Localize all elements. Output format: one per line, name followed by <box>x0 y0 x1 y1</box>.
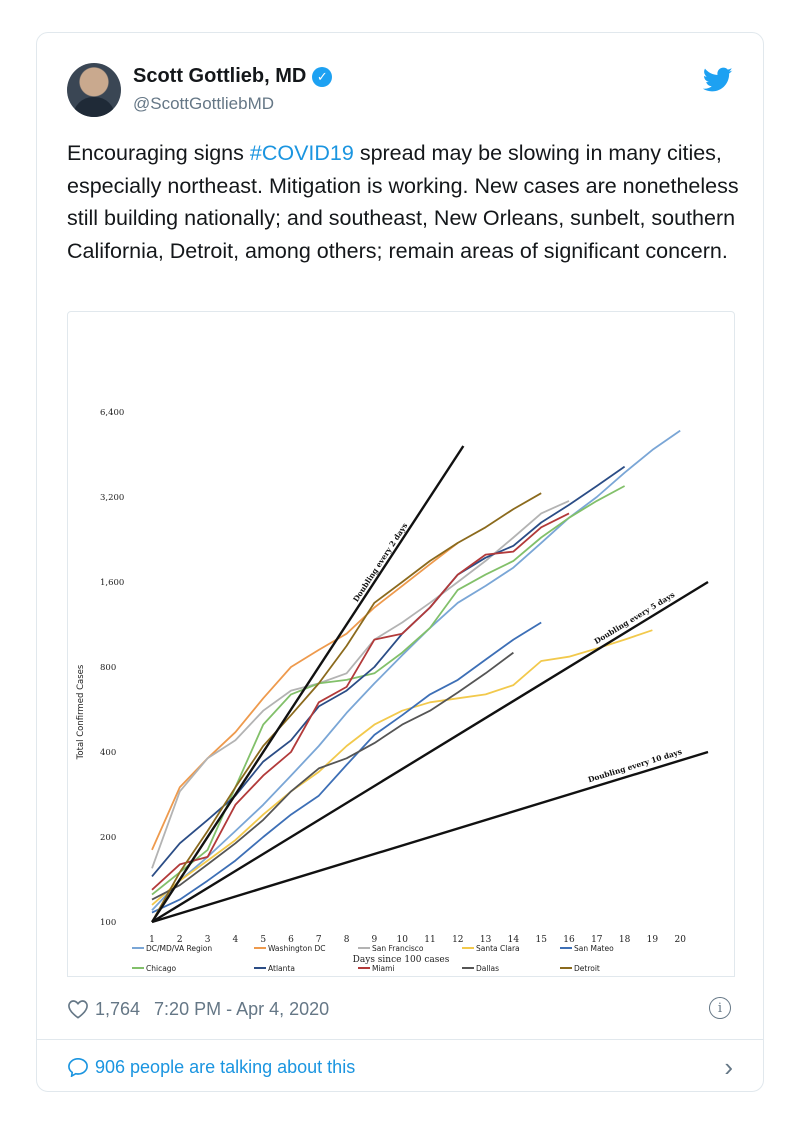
twitter-bird-icon[interactable] <box>703 67 733 93</box>
author-avatar[interactable] <box>67 63 121 117</box>
x-tick-label: 14 <box>508 935 520 945</box>
x-tick-label: 16 <box>563 935 575 945</box>
reference-line <box>151 580 709 924</box>
legend-label: San Mateo <box>574 944 614 953</box>
divider <box>37 1039 763 1040</box>
legend-label: Chicago <box>146 964 177 973</box>
verified-badge-icon: ✓ <box>312 66 333 87</box>
y-tick-label: 3,200 <box>100 493 124 503</box>
series-line <box>151 542 459 851</box>
reference-line-label: Doubling every 10 days <box>587 747 683 784</box>
x-tick-label: 10 <box>396 935 408 945</box>
x-tick-label: 19 <box>647 935 659 945</box>
x-tick-label: 11 <box>424 935 435 945</box>
legend-label: Santa Clara <box>476 944 520 953</box>
reference-line <box>151 750 709 924</box>
series-line <box>151 621 542 914</box>
legend-label: DC/MD/VA Region <box>146 944 212 953</box>
x-tick-label: 9 <box>372 935 378 945</box>
x-tick-label: 4 <box>233 935 239 945</box>
y-tick-label: 800 <box>100 663 116 673</box>
legend-label: Dallas <box>476 964 499 973</box>
reference-line-label: Doubling every 2 days <box>351 521 409 603</box>
author-name[interactable]: Scott Gottlieb, MD <box>133 65 307 87</box>
tweet-text: Encouraging signs #COVID19 spread may be… <box>67 141 739 263</box>
tweet-media-chart[interactable]: 100 200 400 800 1,600 3,200 6,400 1 2 3 4 5 6 7 8 9 10 11… <box>67 311 735 977</box>
x-tick-label: 1 <box>149 935 155 945</box>
x-tick-label: 8 <box>344 935 350 945</box>
series-line <box>151 492 542 923</box>
series-line <box>151 512 570 891</box>
legend-label: Detroit <box>574 964 600 973</box>
reference-line-label: Doubling every 5 days <box>593 590 677 646</box>
series-line <box>151 429 681 911</box>
x-axis-label: Days since 100 cases <box>353 955 450 965</box>
series-line <box>151 485 626 896</box>
legend-label: Washington DC <box>268 944 325 953</box>
chevron-right-icon[interactable]: › <box>724 1052 733 1082</box>
tweet-card[interactable]: Scott Gottlieb, MD ✓ @ScottGottliebMD En… <box>36 32 764 1092</box>
x-tick-label: 5 <box>260 935 266 945</box>
x-tick-label: 17 <box>591 935 603 945</box>
author-handle[interactable]: @ScottGottliebMD <box>133 94 275 113</box>
reference-line <box>150 445 465 923</box>
x-tick-label: 13 <box>480 935 492 945</box>
legend-label: Atlanta <box>268 964 295 973</box>
y-tick-label: 100 <box>100 918 116 928</box>
y-tick-label: 6,400 <box>100 408 124 418</box>
x-tick-label: 7 <box>316 935 322 945</box>
series-line <box>151 500 570 869</box>
x-tick-label: 20 <box>674 935 686 945</box>
y-tick-label: 400 <box>100 748 116 758</box>
like-count[interactable]: 1,764 <box>95 998 141 1019</box>
info-icon[interactable]: i <box>709 997 731 1019</box>
x-tick-label: 12 <box>452 935 463 945</box>
comment-bubble-icon <box>68 1057 88 1077</box>
x-tick-label: 3 <box>205 935 211 945</box>
x-tick-label: 2 <box>177 935 183 945</box>
heart-icon[interactable] <box>67 999 89 1019</box>
y-tick-label: 200 <box>100 833 116 843</box>
y-axis-label: Total Confirmed Cases <box>76 664 86 760</box>
hashtag-link[interactable]: #COVID19 <box>249 141 354 165</box>
x-tick-label: 6 <box>288 935 294 945</box>
conversation-link[interactable]: 906 people are talking about this › <box>67 1053 733 1081</box>
tweet-timestamp[interactable]: 7:20 PM - Apr 4, 2020 <box>154 998 330 1019</box>
legend-label: San Francisco <box>372 944 424 953</box>
y-tick-label: 1,600 <box>100 578 124 588</box>
x-tick-label: 15 <box>535 935 547 945</box>
series-line <box>151 651 514 901</box>
legend-label: Miami <box>372 964 395 973</box>
series-line <box>151 629 653 906</box>
x-tick-label: 18 <box>619 935 631 945</box>
talking-count[interactable]: 906 people are talking about this <box>95 1056 356 1077</box>
